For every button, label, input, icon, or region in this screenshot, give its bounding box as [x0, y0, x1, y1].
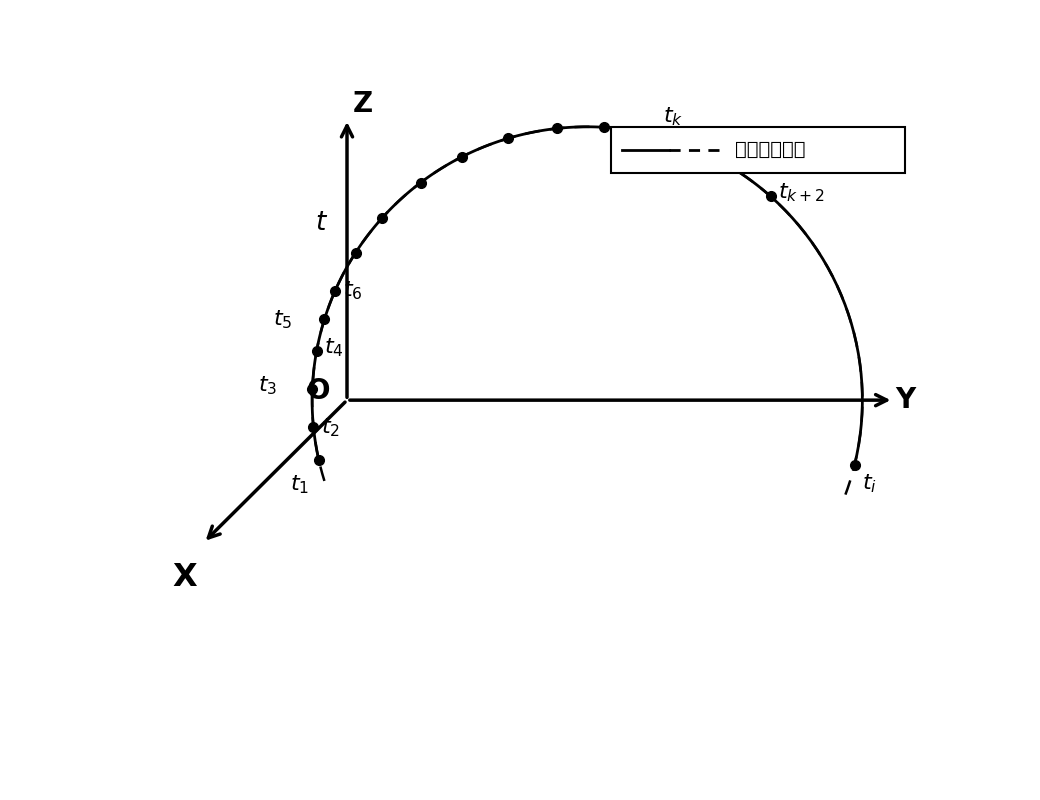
Text: Y: Y — [895, 386, 916, 414]
Text: $t_i$: $t_i$ — [862, 473, 878, 495]
Text: $t_{k+1}$: $t_{k+1}$ — [722, 142, 770, 165]
Text: $t$: $t$ — [315, 210, 329, 236]
Text: $t_k$: $t_k$ — [662, 105, 683, 127]
Text: $t_{k+2}$: $t_{k+2}$ — [778, 181, 826, 204]
Text: $t_5$: $t_5$ — [272, 308, 292, 330]
Bar — [610, 127, 905, 173]
Text: 正畚弓丝曲线: 正畚弓丝曲线 — [734, 141, 805, 159]
Text: $t_2$: $t_2$ — [321, 416, 340, 438]
Text: $t_1$: $t_1$ — [290, 474, 310, 496]
Text: $t_4$: $t_4$ — [324, 336, 344, 358]
Text: $t_6$: $t_6$ — [342, 280, 362, 302]
Text: $t_3$: $t_3$ — [258, 374, 278, 397]
Text: O: O — [307, 377, 330, 405]
Text: Z: Z — [354, 90, 373, 118]
Text: X: X — [172, 562, 197, 593]
